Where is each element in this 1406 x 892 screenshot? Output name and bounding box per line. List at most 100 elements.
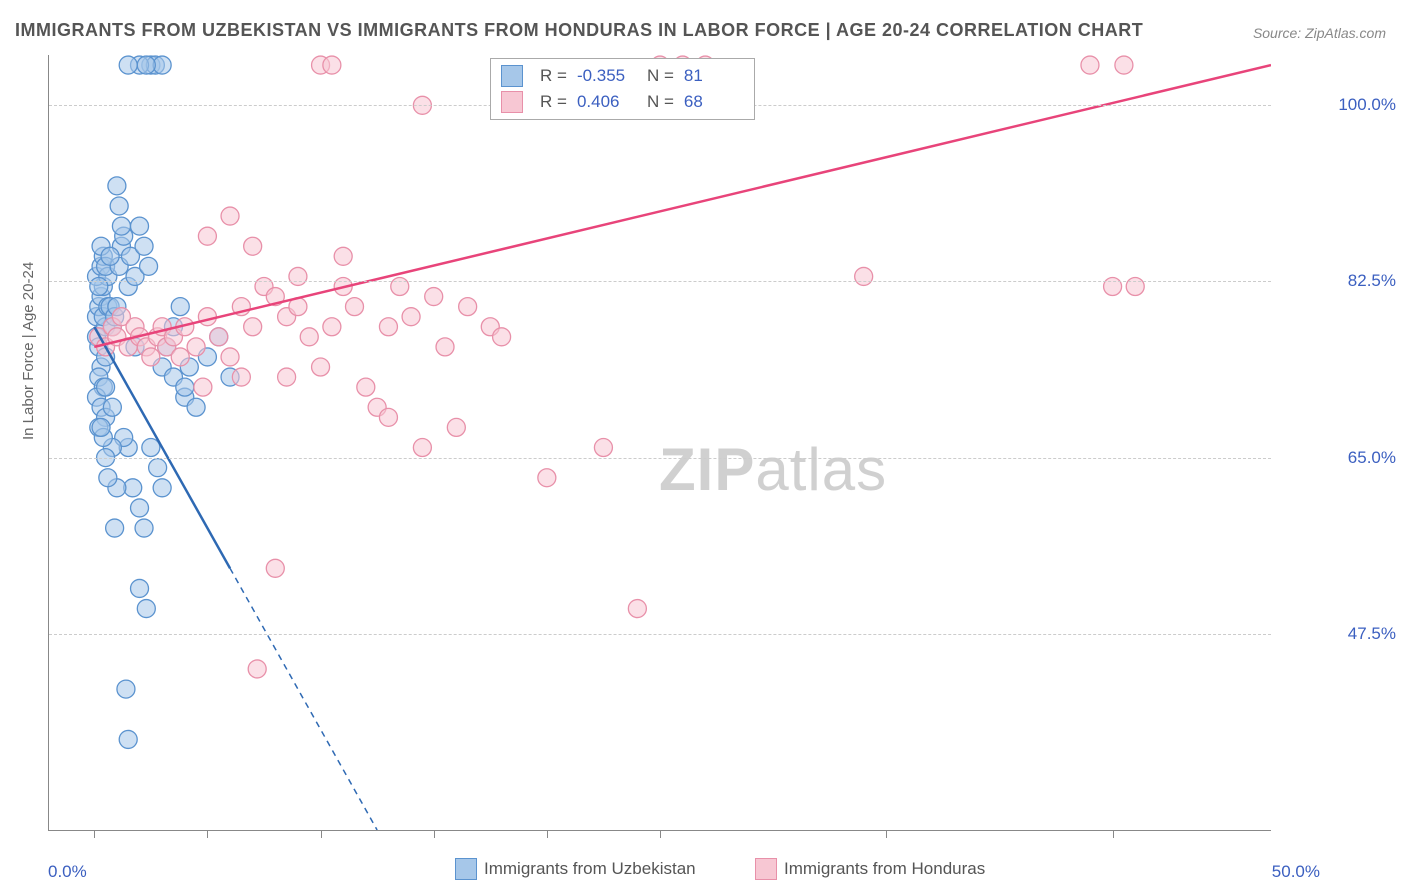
data-point	[176, 378, 194, 396]
data-point	[232, 368, 250, 386]
plot-area: ZIPatlas	[48, 55, 1271, 831]
legend-label-series2: Immigrants from Honduras	[784, 859, 985, 879]
data-point	[117, 680, 135, 698]
x-tick	[547, 830, 548, 838]
data-point	[106, 519, 124, 537]
stats-legend-box: R = -0.355 N = 81 R = 0.406 N = 68	[490, 58, 755, 120]
stats-row-series2: R = 0.406 N = 68	[501, 89, 744, 115]
data-point	[92, 418, 110, 436]
data-point	[244, 318, 262, 336]
data-point	[131, 499, 149, 517]
data-point	[187, 338, 205, 356]
x-tick	[207, 830, 208, 838]
data-point	[1115, 56, 1133, 74]
data-point	[436, 338, 454, 356]
data-point	[391, 277, 409, 295]
gridline	[49, 281, 1271, 282]
data-point	[142, 348, 160, 366]
data-point	[90, 277, 108, 295]
data-point	[402, 308, 420, 326]
data-point	[140, 257, 158, 275]
x-axis-max-label: 50.0%	[1272, 862, 1320, 882]
x-tick	[660, 830, 661, 838]
data-point	[97, 378, 115, 396]
data-point	[459, 298, 477, 316]
data-point	[425, 288, 443, 306]
x-tick	[1113, 830, 1114, 838]
data-point	[187, 398, 205, 416]
watermark: ZIPatlas	[659, 435, 887, 504]
data-point	[493, 328, 511, 346]
stat-n2-value: 68	[684, 92, 744, 112]
data-point	[447, 418, 465, 436]
legend-label-series1: Immigrants from Uzbekistan	[484, 859, 696, 879]
data-point	[323, 318, 341, 336]
data-point	[379, 318, 397, 336]
gridline	[49, 458, 1271, 459]
x-tick	[321, 830, 322, 838]
y-tick-label: 47.5%	[1348, 624, 1396, 644]
stat-r2-value: 0.406	[577, 92, 637, 112]
data-point	[538, 469, 556, 487]
data-point	[244, 237, 262, 255]
data-point	[135, 237, 153, 255]
source-label: Source: ZipAtlas.com	[1253, 25, 1386, 41]
x-axis-min-label: 0.0%	[48, 862, 87, 882]
data-point	[323, 56, 341, 74]
data-point	[855, 267, 873, 285]
swatch-legend-blue	[455, 858, 477, 880]
chart-container: IMMIGRANTS FROM UZBEKISTAN VS IMMIGRANTS…	[0, 0, 1406, 892]
data-point	[171, 348, 189, 366]
y-tick-label: 100.0%	[1338, 95, 1396, 115]
data-point	[210, 328, 228, 346]
y-axis-title: In Labor Force | Age 20-24	[20, 262, 37, 440]
data-point	[357, 378, 375, 396]
data-point	[334, 247, 352, 265]
data-point	[628, 600, 646, 618]
stats-row-series1: R = -0.355 N = 81	[501, 63, 744, 89]
data-point	[131, 579, 149, 597]
data-point	[153, 479, 171, 497]
data-point	[142, 439, 160, 457]
x-tick	[434, 830, 435, 838]
data-point	[594, 439, 612, 457]
data-point	[346, 298, 364, 316]
watermark-zip-text: ZIP	[659, 436, 755, 503]
data-point	[278, 368, 296, 386]
data-point	[1081, 56, 1099, 74]
data-point	[137, 600, 155, 618]
stat-n1-value: 81	[684, 66, 744, 86]
y-tick-label: 65.0%	[1348, 448, 1396, 468]
stat-n-label: N =	[647, 92, 674, 112]
x-tick	[94, 830, 95, 838]
watermark-atlas-text: atlas	[755, 436, 887, 503]
data-point	[221, 207, 239, 225]
data-point	[137, 56, 155, 74]
data-point	[266, 559, 284, 577]
data-point	[108, 177, 126, 195]
data-point	[149, 459, 167, 477]
data-point	[119, 56, 137, 74]
data-point	[300, 328, 318, 346]
data-point	[248, 660, 266, 678]
chart-title: IMMIGRANTS FROM UZBEKISTAN VS IMMIGRANTS…	[15, 20, 1143, 41]
data-point	[119, 730, 137, 748]
data-point	[112, 217, 130, 235]
data-point	[289, 267, 307, 285]
y-tick-label: 82.5%	[1348, 271, 1396, 291]
data-point	[135, 519, 153, 537]
data-point	[171, 298, 189, 316]
swatch-legend-pink	[755, 858, 777, 880]
data-point	[198, 227, 216, 245]
swatch-stat-pink	[501, 91, 523, 113]
stat-r1-value: -0.355	[577, 66, 637, 86]
swatch-stat-blue	[501, 65, 523, 87]
stat-n-label: N =	[647, 66, 674, 86]
data-point	[198, 308, 216, 326]
data-point	[379, 408, 397, 426]
data-point	[131, 217, 149, 235]
stat-r-label: R =	[540, 92, 567, 112]
data-point	[99, 469, 117, 487]
data-point	[101, 247, 119, 265]
data-point	[413, 439, 431, 457]
